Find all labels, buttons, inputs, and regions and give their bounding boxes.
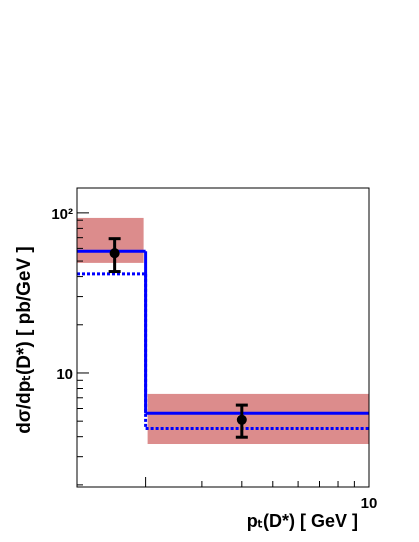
y-tick-label: 10² (51, 206, 73, 223)
uncertainty-band (77, 217, 144, 263)
data-point (236, 414, 247, 425)
y-tick-label: 10 (56, 366, 73, 383)
y-axis-label: dσ/dpₜ(D*) [ pb/GeV ] (14, 246, 35, 433)
x-tick-label: 10 (361, 495, 378, 512)
uncertainty-band (147, 393, 369, 445)
x-axis-label: pₜ(D*) [ GeV ] (247, 511, 358, 531)
data-point (109, 248, 120, 259)
plot-frame (76, 187, 370, 488)
